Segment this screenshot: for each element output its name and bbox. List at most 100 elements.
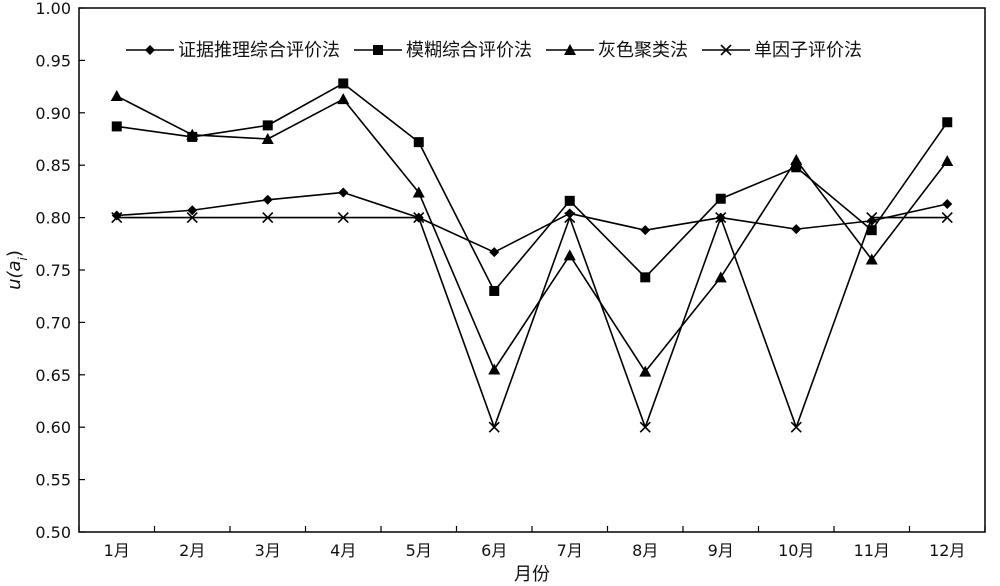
y-tick-label: 0.55	[35, 471, 71, 490]
marker-stroke	[564, 212, 576, 224]
data-point	[564, 212, 576, 224]
x-axis-title: 月份	[514, 564, 550, 585]
marker-stroke	[866, 212, 878, 224]
data-point	[111, 210, 122, 221]
data-point	[413, 137, 424, 148]
data-point	[111, 212, 123, 224]
x-tick-label: 12月	[929, 541, 965, 560]
data-point	[715, 193, 726, 204]
x-tick-label: 11月	[854, 541, 890, 560]
marker-stroke	[337, 212, 349, 224]
marker-stroke	[413, 212, 425, 224]
marker-stroke	[639, 421, 651, 433]
data-point	[942, 198, 953, 209]
data-point	[865, 253, 878, 265]
y-axis-title-main: u(a	[4, 260, 25, 289]
data-point	[262, 194, 273, 205]
data-point	[186, 128, 199, 140]
legend-item: 模糊综合评价法	[354, 40, 532, 61]
legend-label: 证据推理综合评价法	[178, 40, 340, 61]
data-point	[640, 225, 651, 236]
data-point	[715, 212, 727, 224]
y-tick-label: 0.75	[35, 261, 71, 280]
data-point	[337, 212, 349, 224]
data-point	[866, 212, 878, 224]
data-point	[639, 421, 651, 433]
data-point	[714, 271, 727, 283]
series-group	[110, 78, 954, 433]
data-point	[866, 225, 877, 236]
y-tick-label: 0.60	[35, 418, 71, 437]
marker-stroke	[262, 212, 274, 224]
data-point	[941, 212, 953, 224]
data-point	[187, 205, 198, 216]
legend-label: 灰色聚类法	[598, 40, 688, 61]
data-point	[489, 285, 500, 296]
y-axis-title-subscript: i	[16, 256, 30, 260]
data-point	[186, 212, 198, 224]
series-line	[116, 216, 948, 429]
series-line	[116, 191, 948, 253]
series-x	[111, 212, 953, 433]
x-tick-label: 1月	[104, 541, 130, 560]
y-tick-label: 0.90	[35, 104, 71, 123]
y-tick-label: 0.80	[35, 209, 71, 228]
y-axis-title-close: )	[4, 250, 25, 257]
marker-stroke	[941, 212, 953, 224]
legend-marker	[373, 45, 383, 55]
data-point	[337, 93, 350, 105]
legend-item: 证据推理综合评价法	[126, 40, 340, 61]
x-tick-label: 5月	[406, 541, 432, 560]
series-triangle	[110, 90, 954, 377]
legend-marker	[145, 45, 155, 55]
data-point	[942, 117, 953, 128]
data-point	[412, 186, 425, 198]
y-axis-title: u(ai)	[4, 250, 30, 290]
legend: 证据推理综合评价法 模糊综合评价法 灰色聚类法 单因子评价法	[126, 40, 862, 61]
x-tick-label: 6月	[481, 541, 507, 560]
x-tick-label: 10月	[778, 541, 814, 560]
plot-frame	[78, 7, 986, 533]
x-tick-label: 9月	[708, 541, 734, 560]
data-point	[262, 120, 273, 131]
x-tick-label: 3月	[255, 541, 281, 560]
data-point	[564, 195, 575, 206]
x-axis: 1月 2月 3月 4月 5月 6月 7月 8月 9月 10月 11月 12月	[78, 526, 986, 560]
x-tick-label: 2月	[179, 541, 205, 560]
legend-item: 灰色聚类法	[546, 40, 688, 61]
y-tick-label: 0.70	[35, 313, 71, 332]
y-tick-label: 0.85	[35, 156, 71, 175]
x-tick-label: 7月	[557, 541, 583, 560]
series-line	[116, 95, 948, 373]
series-square	[111, 78, 953, 296]
y-tick-label: 0.65	[35, 366, 71, 385]
data-point	[111, 121, 122, 132]
y-tick-label: 0.95	[35, 51, 71, 70]
data-point	[791, 162, 802, 173]
data-point	[941, 155, 954, 167]
x-tick-label: 8月	[632, 541, 658, 560]
data-point	[639, 365, 652, 377]
data-point	[338, 187, 349, 198]
legend-marker	[720, 44, 732, 56]
data-point	[488, 421, 500, 433]
plot-area	[78, 7, 986, 533]
data-point	[790, 421, 802, 433]
series-line	[116, 82, 948, 292]
data-point	[489, 247, 500, 258]
data-point	[413, 212, 425, 224]
legend-item: 单因子评价法	[702, 40, 862, 61]
data-point	[563, 249, 576, 261]
marker-stroke	[720, 44, 732, 56]
marker-stroke	[111, 212, 123, 224]
marker-stroke	[715, 212, 727, 224]
y-axis: 0.50 0.55 0.60 0.65 0.70 0.75 0.80 0.85 0.90 0.95…	[35, 0, 85, 542]
data-point	[790, 153, 803, 165]
legend-marker	[564, 44, 576, 55]
y-tick-label: 1.00	[35, 0, 71, 18]
y-tick-label: 0.50	[35, 523, 71, 542]
data-point	[791, 224, 802, 235]
data-point	[261, 133, 274, 144]
legend-label: 单因子评价法	[754, 40, 862, 61]
